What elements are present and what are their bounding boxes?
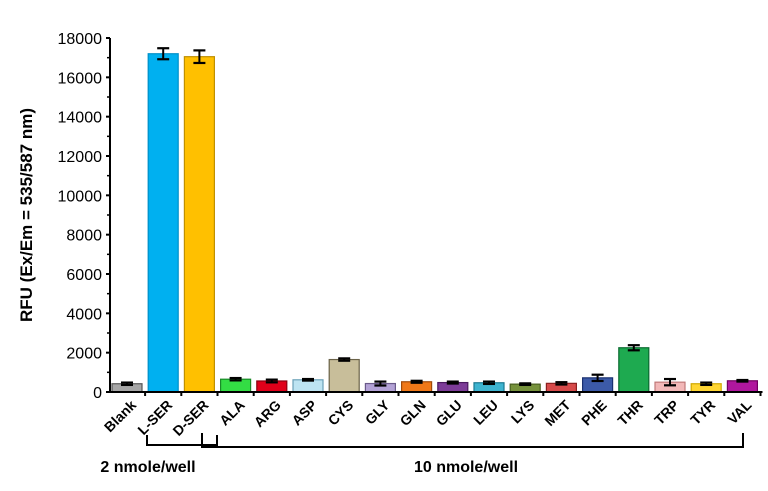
bar-gly [364, 380, 396, 393]
bar-glu [437, 380, 469, 393]
bars [111, 47, 759, 393]
x-tick-label: VAL [724, 396, 755, 427]
bar-trp [654, 377, 686, 393]
x-tick-label: ARG [251, 397, 284, 430]
bar-val [726, 378, 759, 393]
bar-leu [473, 380, 505, 393]
bar-cys [328, 357, 360, 393]
bar-d-ser [183, 49, 215, 393]
x-tick-label: TYR [687, 397, 718, 428]
y-tick-label: 16000 [58, 70, 103, 87]
x-tick-label: Blank [101, 397, 139, 435]
bar-ala [220, 376, 252, 393]
y-axis-label: RFU (Ex/Em = 535/587 nm) [17, 108, 36, 322]
y-tick-label: 0 [93, 385, 102, 402]
y-tick-label: 12000 [58, 149, 103, 166]
x-tick-label: D-SER [169, 397, 211, 439]
y-tick-label: 2000 [66, 346, 102, 363]
x-tick-label: LEU [470, 397, 501, 428]
x-tick-label: ASP [288, 397, 320, 429]
x-tick-label: CYS [325, 397, 357, 429]
group-brackets: 2 nmole/well 10 nmole/well [100, 433, 744, 476]
y-tick-label: 6000 [66, 267, 102, 284]
x-tick-label: THR [614, 397, 646, 429]
bar-asp [292, 377, 324, 393]
y-axis: 0 2000 4000 6000 8000 10000 12000 14000 16000 180… [58, 31, 111, 402]
bar-thr [618, 344, 650, 393]
group-label-10-nmole: 10 nmole/well [414, 459, 518, 476]
y-tick-label: 4000 [66, 306, 102, 323]
bar-met [545, 381, 578, 393]
x-tick-label: GLY [362, 396, 393, 427]
x-tick-label: PHE [578, 397, 610, 429]
x-tick-label: GLN [397, 397, 429, 429]
y-tick-label: 14000 [58, 110, 103, 127]
bar-blank [111, 381, 143, 393]
x-tick-label: MET [541, 396, 574, 429]
x-tick-label: GLU [433, 397, 465, 429]
y-tick-label: 8000 [66, 228, 102, 245]
group-label-2-nmole: 2 nmole/well [100, 459, 195, 476]
x-tick-label: TRP [651, 397, 682, 428]
bar-phe [581, 373, 614, 393]
bar-tyr [690, 381, 722, 393]
bar-gln [401, 379, 433, 393]
bar-arg [256, 378, 288, 393]
bar-l-ser [147, 47, 179, 393]
x-tick-label: ALA [216, 397, 248, 429]
x-tick-label: LYS [508, 397, 538, 427]
x-tick-label: L-SER [134, 397, 175, 438]
bar-lys [509, 382, 541, 393]
y-tick-label: 10000 [58, 188, 103, 205]
y-tick-label: 18000 [58, 31, 103, 48]
